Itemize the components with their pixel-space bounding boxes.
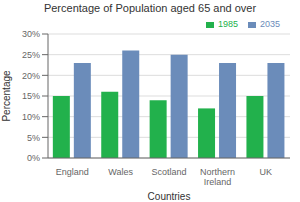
svg-text:5%: 5% — [27, 133, 40, 143]
html-text:1985: 1985 — [217, 19, 238, 29]
svg-text:Wales: Wales — [108, 167, 133, 177]
svg-text:UK: UK — [260, 167, 273, 177]
svg-text:25%: 25% — [22, 50, 40, 60]
svg-text:20%: 20% — [22, 71, 40, 81]
svg-text:Scotland: Scotland — [151, 167, 186, 177]
svg-text:NorthernIreland: NorthernIreland — [200, 167, 235, 187]
html-text:2035: 2035 — [260, 19, 280, 29]
svg-text:England: England — [56, 167, 89, 177]
svg-text:10%: 10% — [22, 112, 40, 122]
html-text:Percentage of Population aged: Percentage of Population aged 65 and ove… — [43, 2, 257, 14]
svg-text:Countries: Countries — [148, 191, 191, 202]
svg-text:Percentage: Percentage — [1, 70, 12, 122]
svg-text:30%: 30% — [22, 29, 40, 39]
svg-text:15%: 15% — [22, 91, 40, 101]
svg-text:0%: 0% — [27, 153, 40, 163]
